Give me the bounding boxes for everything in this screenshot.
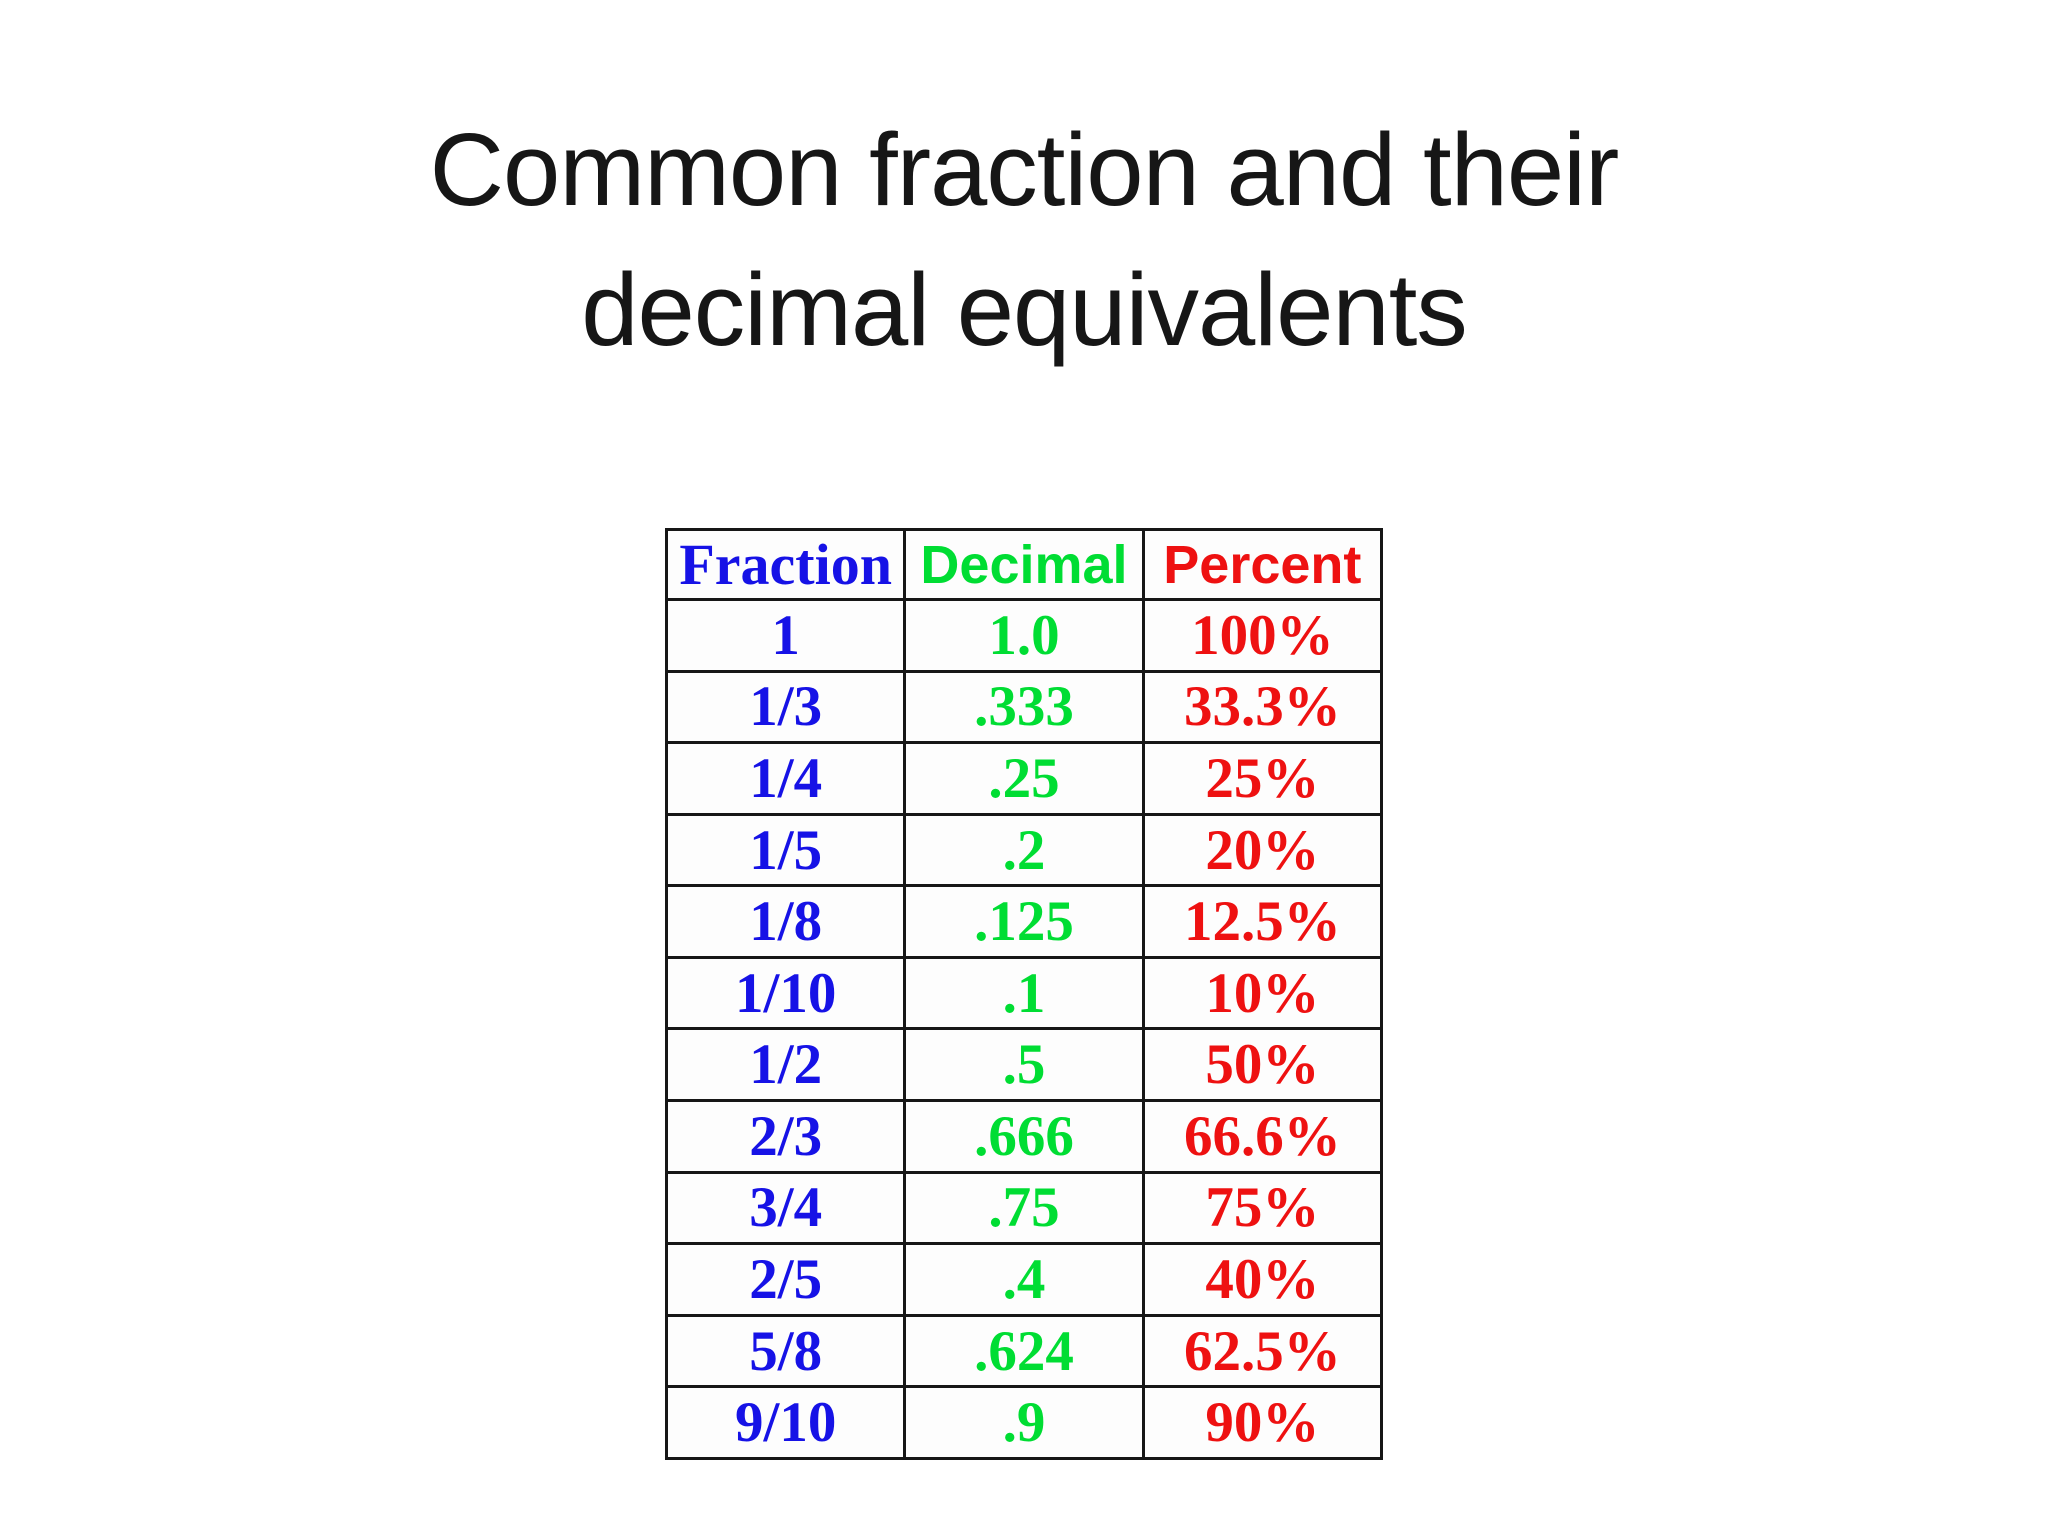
fraction-cell: 3/4 (664, 1170, 907, 1246)
percent-cell: 10% (1141, 955, 1384, 1031)
fraction-cell: 1 (664, 598, 907, 673)
table-row: 1/5.2 20% (664, 812, 1384, 888)
table-row: 1/10.1 10% (664, 955, 1384, 1031)
percent-cell: 33.3% (1141, 669, 1384, 745)
fraction-cell: 9/10 (664, 1385, 907, 1460)
percent-cell: 20% (1141, 812, 1384, 888)
fraction-cell: 1/2 (664, 1027, 907, 1103)
column-header-decimal: Decimal (903, 528, 1145, 601)
fraction-cell: 2/5 (664, 1242, 907, 1317)
fraction-cell: 1/8 (664, 884, 907, 959)
percent-cell: 90% (1141, 1385, 1384, 1460)
percent-cell: 100% (1141, 598, 1384, 673)
slide-title: Common fraction and their decimal equiva… (0, 100, 2048, 380)
decimal-cell: .9 (903, 1385, 1145, 1460)
table-row: 1/8.125 12.5% (664, 884, 1384, 959)
percent-cell: 25% (1141, 741, 1384, 816)
column-header-percent: Percent (1141, 528, 1384, 601)
decimal-cell: .125 (903, 884, 1145, 959)
percent-cell: 75% (1141, 1170, 1384, 1246)
fraction-cell: 1/10 (664, 955, 907, 1031)
table-row: 1 1.0 100% (664, 598, 1384, 673)
column-header-fraction: Fraction (664, 528, 907, 601)
fractions-table-header: Fraction Decimal Percent (664, 528, 1384, 601)
table-row: 1/3.333 33.3% (664, 669, 1384, 745)
decimal-cell: .4 (903, 1242, 1145, 1317)
decimal-cell: .624 (903, 1313, 1145, 1389)
table-row: 1/2.5 50% (664, 1027, 1384, 1103)
decimal-cell: .1 (903, 955, 1145, 1031)
fractions-table: Fraction Decimal Percent 1 1.0 100% 1/3.333… (664, 528, 1384, 1460)
percent-cell: 62.5% (1141, 1313, 1384, 1389)
slide-title-line-2: decimal equivalents (581, 252, 1468, 367)
percent-cell: 12.5% (1141, 884, 1384, 959)
table-row: 3/4.75 75% (664, 1170, 1384, 1246)
decimal-cell: .666 (903, 1099, 1145, 1174)
table-row: 5/8.624 62.5% (664, 1313, 1384, 1389)
slide-title-line-1: Common fraction and their (429, 112, 1620, 227)
decimal-cell: .75 (903, 1170, 1145, 1246)
decimal-cell: .333 (903, 669, 1145, 745)
fraction-cell: 1/4 (664, 741, 907, 816)
fraction-cell: 5/8 (664, 1313, 907, 1389)
percent-cell: 66.6% (1141, 1099, 1384, 1174)
table-row: 1/4.25 25% (664, 741, 1384, 816)
table-row: 2/3.666 66.6% (664, 1099, 1384, 1174)
fraction-cell: 1/3 (664, 669, 907, 745)
decimal-cell: .2 (903, 812, 1145, 888)
fraction-cell: 1/5 (664, 812, 907, 888)
percent-cell: 40% (1141, 1242, 1384, 1317)
fraction-cell: 2/3 (664, 1099, 907, 1174)
table-row: 9/10.9 90% (664, 1385, 1384, 1460)
percent-cell: 50% (1141, 1027, 1384, 1103)
decimal-cell: 1.0 (903, 598, 1145, 673)
decimal-cell: .25 (903, 741, 1145, 816)
fractions-table-body: 1 1.0 100% 1/3.333 33.3% 1/4.25 25% 1/5.2 20% 1/8… (664, 598, 1384, 1460)
header-row: Fraction Decimal Percent (664, 528, 1384, 601)
decimal-cell: .5 (903, 1027, 1145, 1103)
table-row: 2/5.4 40% (664, 1242, 1384, 1317)
